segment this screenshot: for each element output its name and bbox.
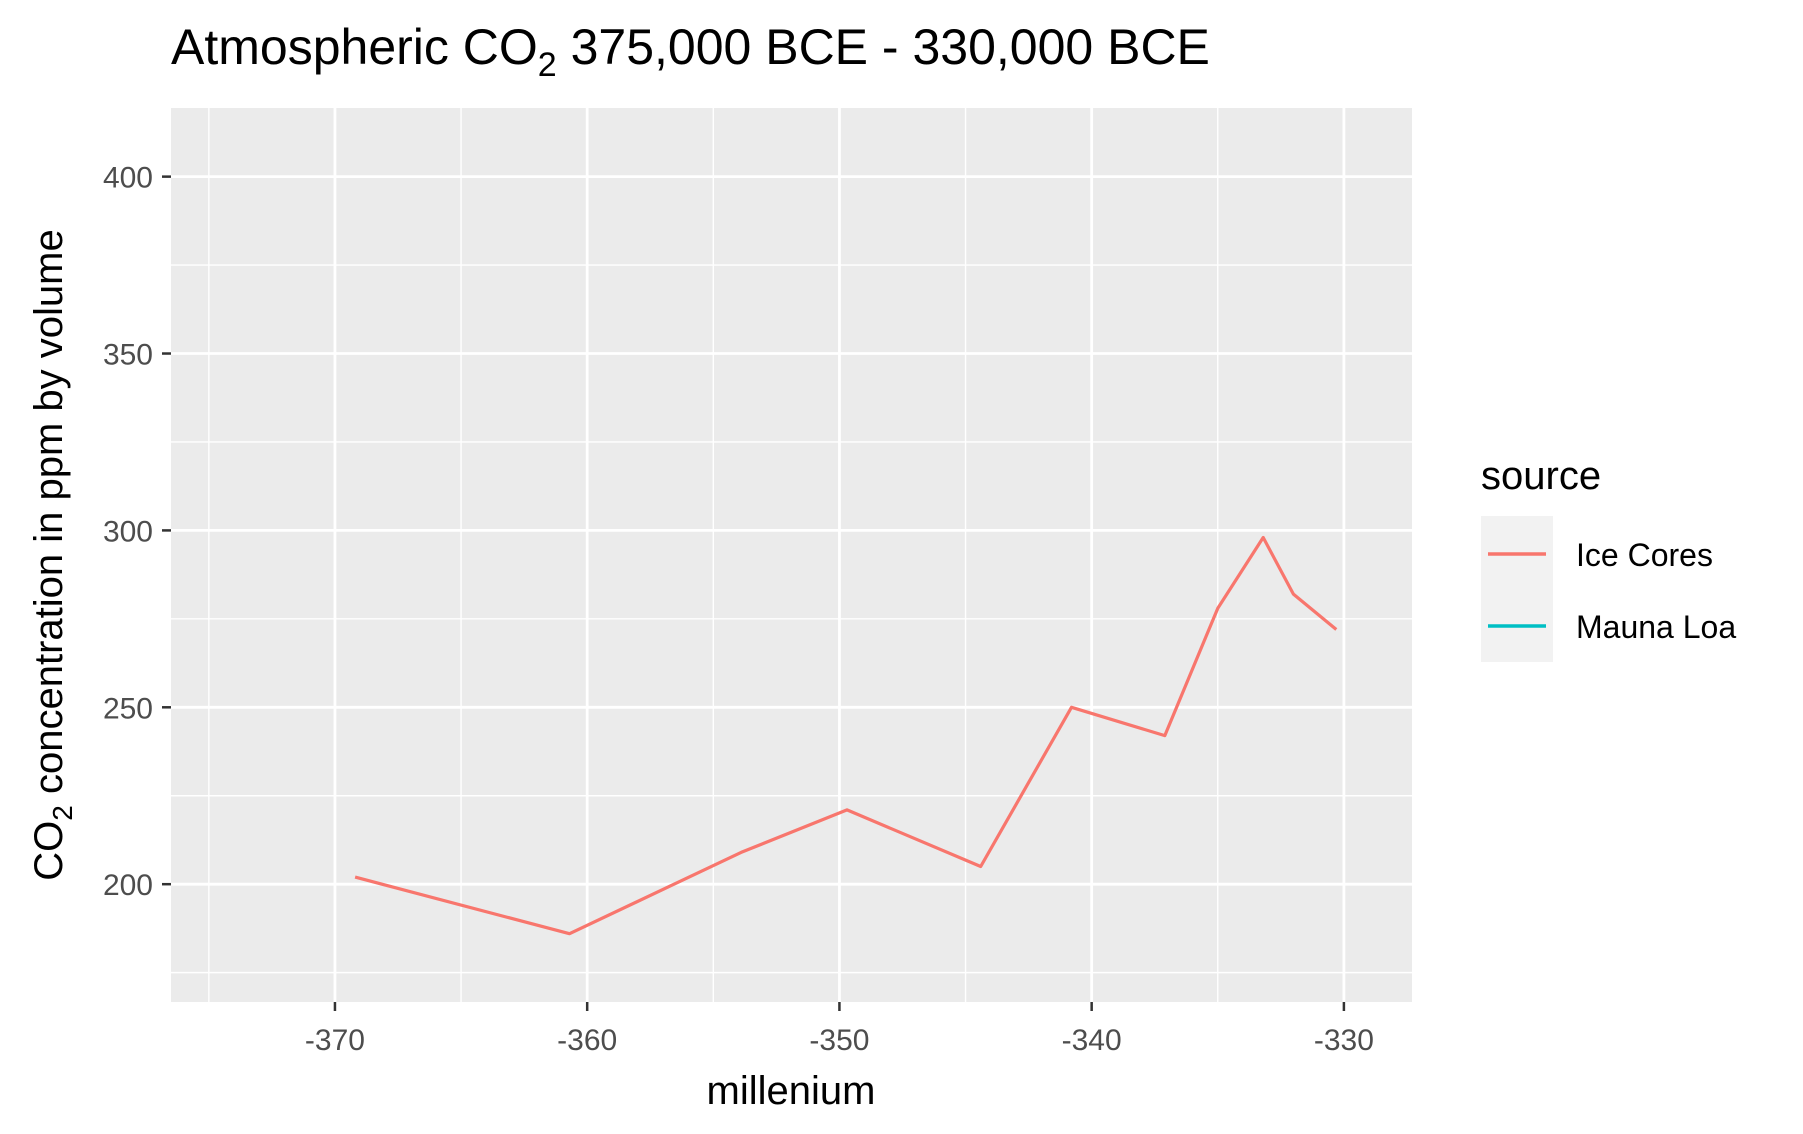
x-axis-title: millenium [707,1069,876,1113]
y-axis-title-suffix: concentration in ppm by volume [27,229,71,805]
legend-key-background [1481,516,1553,662]
y-tick-label-0: 200 [103,869,153,902]
y-axis-title-prefix: CO [27,821,71,881]
grid-lines [171,108,1412,1002]
x-tick-label-4: -330 [1314,1024,1374,1057]
y-tick-label-1: 250 [103,692,153,725]
x-tick-label-3: -340 [1062,1024,1122,1057]
legend: source Ice Cores Mauna Loa [1481,454,1736,662]
x-tick-labels: -370 -360 -350 -340 -330 [305,1024,1374,1057]
series-layer [354,535,1338,936]
chart-title-suffix: 375,000 BCE - 330,000 BCE [557,19,1210,75]
y-tick-label-4: 400 [103,162,153,195]
series-line-ice-cores [354,535,1338,936]
legend-label-ice-cores: Ice Cores [1576,537,1713,573]
chart-title-prefix: Atmospheric CO [171,19,538,75]
legend-title: source [1481,454,1601,498]
legend-label-mauna-loa: Mauna Loa [1576,609,1736,645]
y-axis-title-subscript: 2 [47,805,78,821]
plot-panel [171,108,1412,1002]
y-tick-labels: 200 250 300 350 400 [103,162,153,903]
x-tick-label-2: -350 [809,1024,869,1057]
y-axis-title: CO2 concentration in ppm by volume [27,229,78,880]
y-tick-label-3: 350 [103,339,153,372]
axis-ticks [162,175,1346,1011]
x-tick-label-0: -370 [305,1024,365,1057]
chart-title: Atmospheric CO2 375,000 BCE - 330,000 BC… [171,19,1210,84]
x-tick-label-1: -360 [557,1024,617,1057]
chart-title-subscript: 2 [538,46,557,84]
y-tick-label-2: 300 [103,515,153,548]
